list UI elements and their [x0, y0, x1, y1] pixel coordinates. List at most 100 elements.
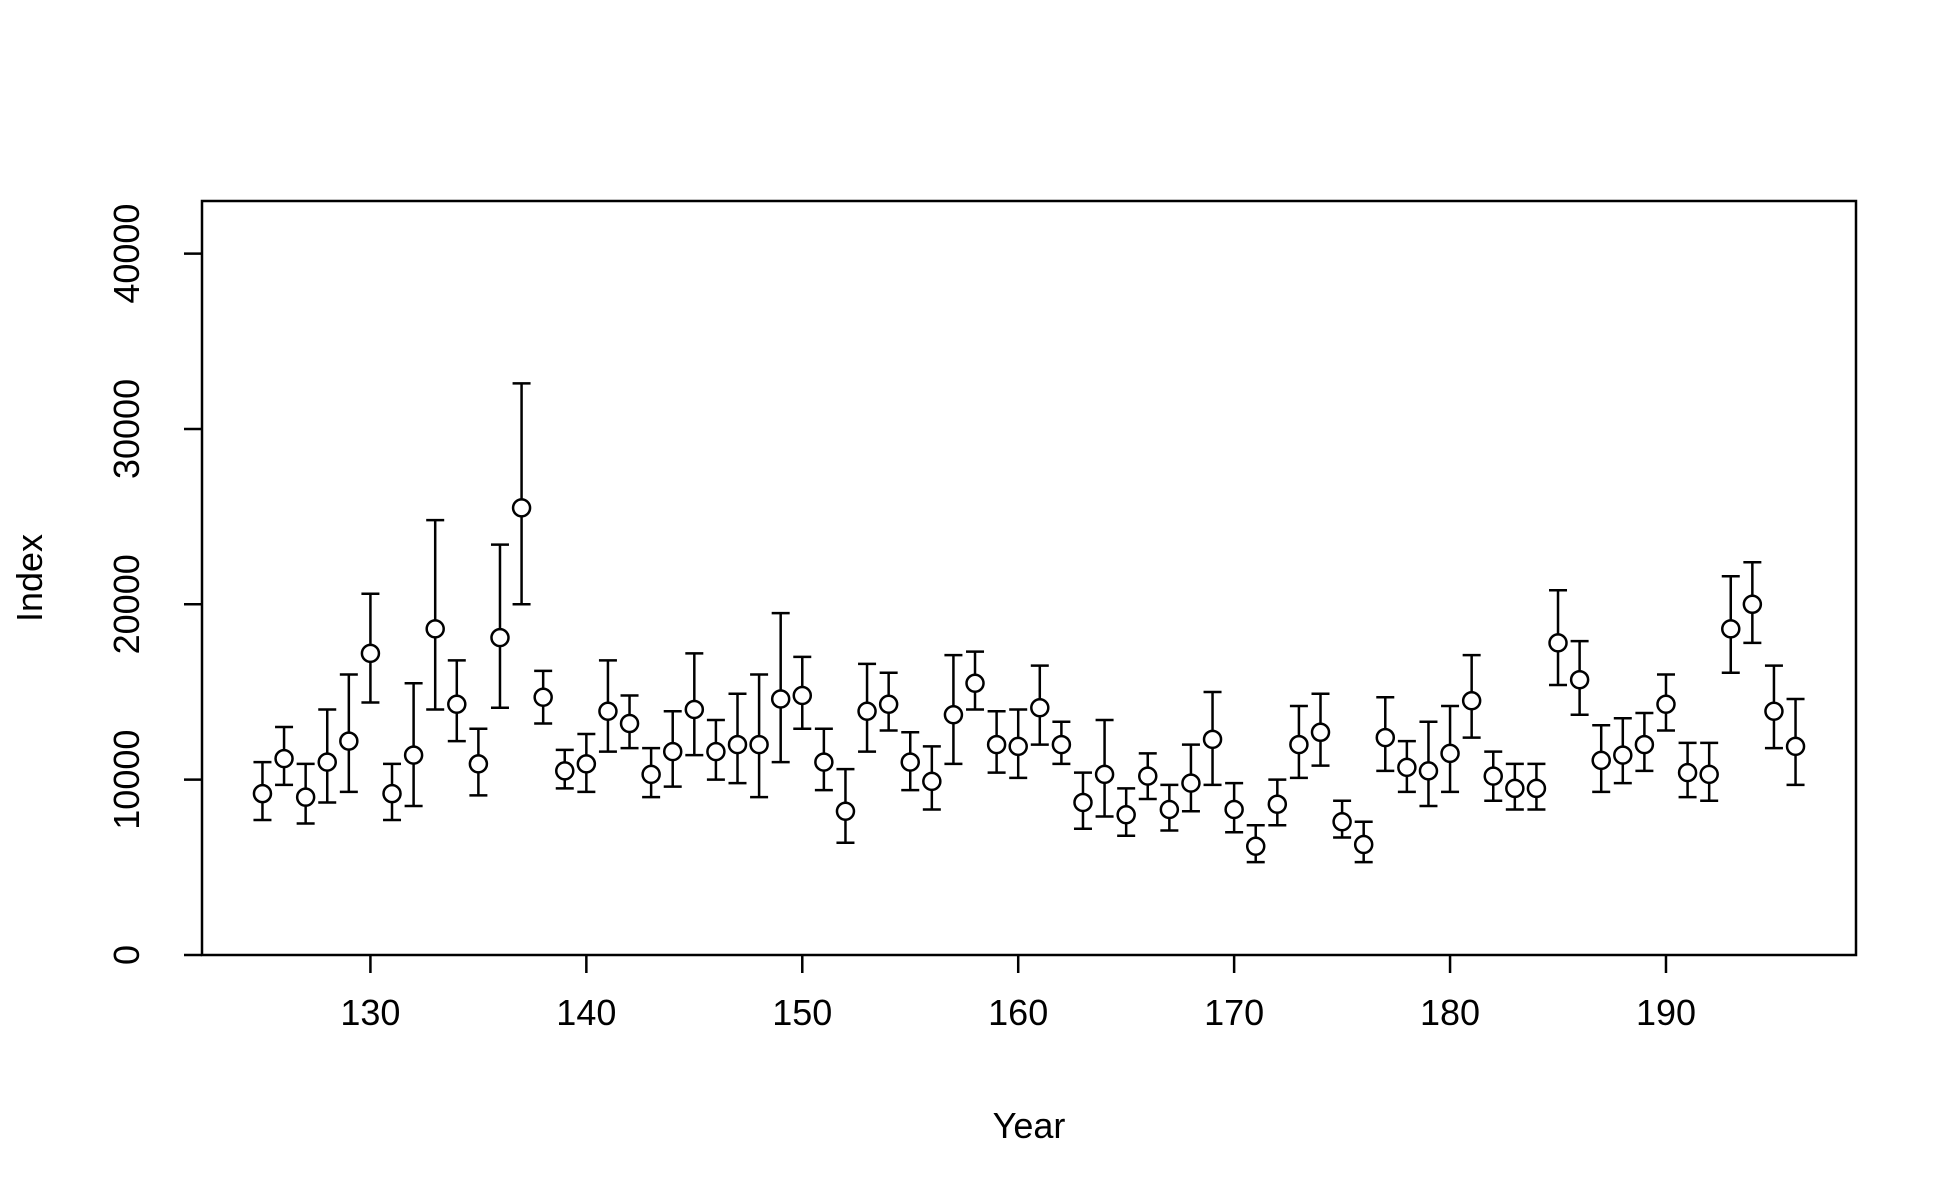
data-point-group	[1289, 704, 1309, 780]
data-point	[468, 754, 489, 774]
data-point	[1332, 811, 1352, 832]
data-point	[339, 731, 359, 751]
data-point	[1785, 736, 1806, 757]
data-point-group	[1181, 743, 1201, 813]
data-point	[1721, 619, 1741, 639]
data-point	[1181, 773, 1201, 793]
data-point-group	[360, 592, 381, 704]
data-point	[533, 687, 553, 707]
data-point-group	[922, 745, 942, 811]
data-point	[943, 705, 964, 725]
y-axis: 0 10000 20000 30000 40000	[106, 204, 202, 965]
data-point	[1569, 669, 1590, 690]
data-point-group	[986, 710, 1007, 774]
data-point-group	[943, 653, 964, 766]
data-point-group	[447, 659, 467, 743]
data-point	[403, 745, 424, 765]
data-point-group	[1051, 720, 1072, 766]
data-point	[274, 748, 294, 769]
data-point-group	[339, 673, 359, 794]
data-point-group	[857, 662, 877, 753]
data-point-group	[1634, 711, 1655, 773]
data-point	[1764, 701, 1784, 722]
data-point	[619, 713, 640, 734]
data-point	[1613, 745, 1633, 765]
plot-area	[200, 199, 1858, 957]
x-axis: 130 140 150 160 170 180 190	[340, 955, 1696, 1033]
data-point	[360, 643, 381, 664]
data-point	[555, 761, 575, 781]
x-axis-label: Year	[993, 1105, 1066, 1146]
data-point	[727, 734, 748, 755]
x-tick-label: 150	[772, 992, 832, 1033]
data-point	[814, 752, 834, 772]
data-point	[1138, 766, 1158, 786]
data-point	[425, 619, 445, 639]
data-point	[770, 689, 791, 709]
data-point-group	[533, 669, 553, 725]
data-point	[295, 787, 316, 807]
y-tick-label: 10000	[106, 730, 147, 830]
data-point-group	[835, 767, 856, 845]
data-point	[749, 734, 769, 755]
data-point	[1030, 698, 1050, 718]
data-point	[641, 764, 661, 785]
data-point-group	[706, 718, 726, 781]
data-point-group	[1116, 787, 1136, 838]
x-tick-label: 130	[340, 992, 400, 1033]
data-point	[1418, 761, 1439, 781]
data-point	[1634, 734, 1655, 755]
x-tick-label: 160	[988, 992, 1048, 1033]
data-point	[1310, 722, 1331, 743]
data-point	[1202, 729, 1223, 750]
data-point-group	[792, 655, 813, 731]
data-point	[1548, 633, 1568, 653]
data-point-group	[1526, 762, 1547, 811]
data-series	[252, 382, 1806, 864]
data-point	[1699, 764, 1719, 785]
data-point	[1677, 762, 1698, 783]
x-tick-label: 170	[1204, 992, 1264, 1033]
x-tick-label: 180	[1420, 992, 1480, 1033]
data-point	[1353, 834, 1374, 855]
data-point	[1267, 794, 1288, 814]
data-point-group	[1656, 673, 1676, 732]
data-point-group	[490, 543, 510, 710]
data-point	[878, 694, 899, 715]
data-point-group	[1483, 750, 1503, 802]
data-point	[1224, 799, 1244, 820]
data-point-group	[274, 725, 294, 787]
data-point	[1073, 792, 1093, 813]
data-point	[792, 685, 813, 706]
data-point-group	[252, 760, 273, 822]
data-point-group	[555, 748, 575, 790]
data-point-group	[1591, 724, 1611, 794]
data-point-group	[770, 611, 791, 764]
data-point-group	[598, 659, 618, 753]
data-point-group	[1159, 783, 1180, 832]
data-point-group	[1677, 741, 1698, 799]
data-point	[1505, 778, 1525, 799]
data-point	[922, 771, 942, 792]
data-point-group	[1375, 695, 1396, 773]
data-point-group	[1418, 720, 1439, 808]
data-point-group	[1224, 781, 1244, 834]
data-point	[447, 694, 467, 715]
data-point-group	[1094, 718, 1115, 818]
data-point-group	[1030, 664, 1050, 746]
data-point-group	[1742, 560, 1763, 645]
data-point	[1094, 764, 1115, 785]
data-point-group	[1569, 639, 1590, 717]
data-point-group	[662, 710, 683, 788]
data-point-group	[1008, 708, 1028, 780]
data-point-group	[295, 762, 316, 825]
data-point-group	[1202, 690, 1223, 787]
data-point	[900, 752, 920, 772]
data-point	[1440, 743, 1460, 764]
data-point-group	[619, 694, 640, 750]
data-point-group	[1353, 820, 1374, 864]
data-point-group	[1613, 717, 1633, 785]
data-point	[706, 741, 726, 762]
data-point	[1051, 734, 1072, 755]
data-point	[986, 734, 1007, 755]
